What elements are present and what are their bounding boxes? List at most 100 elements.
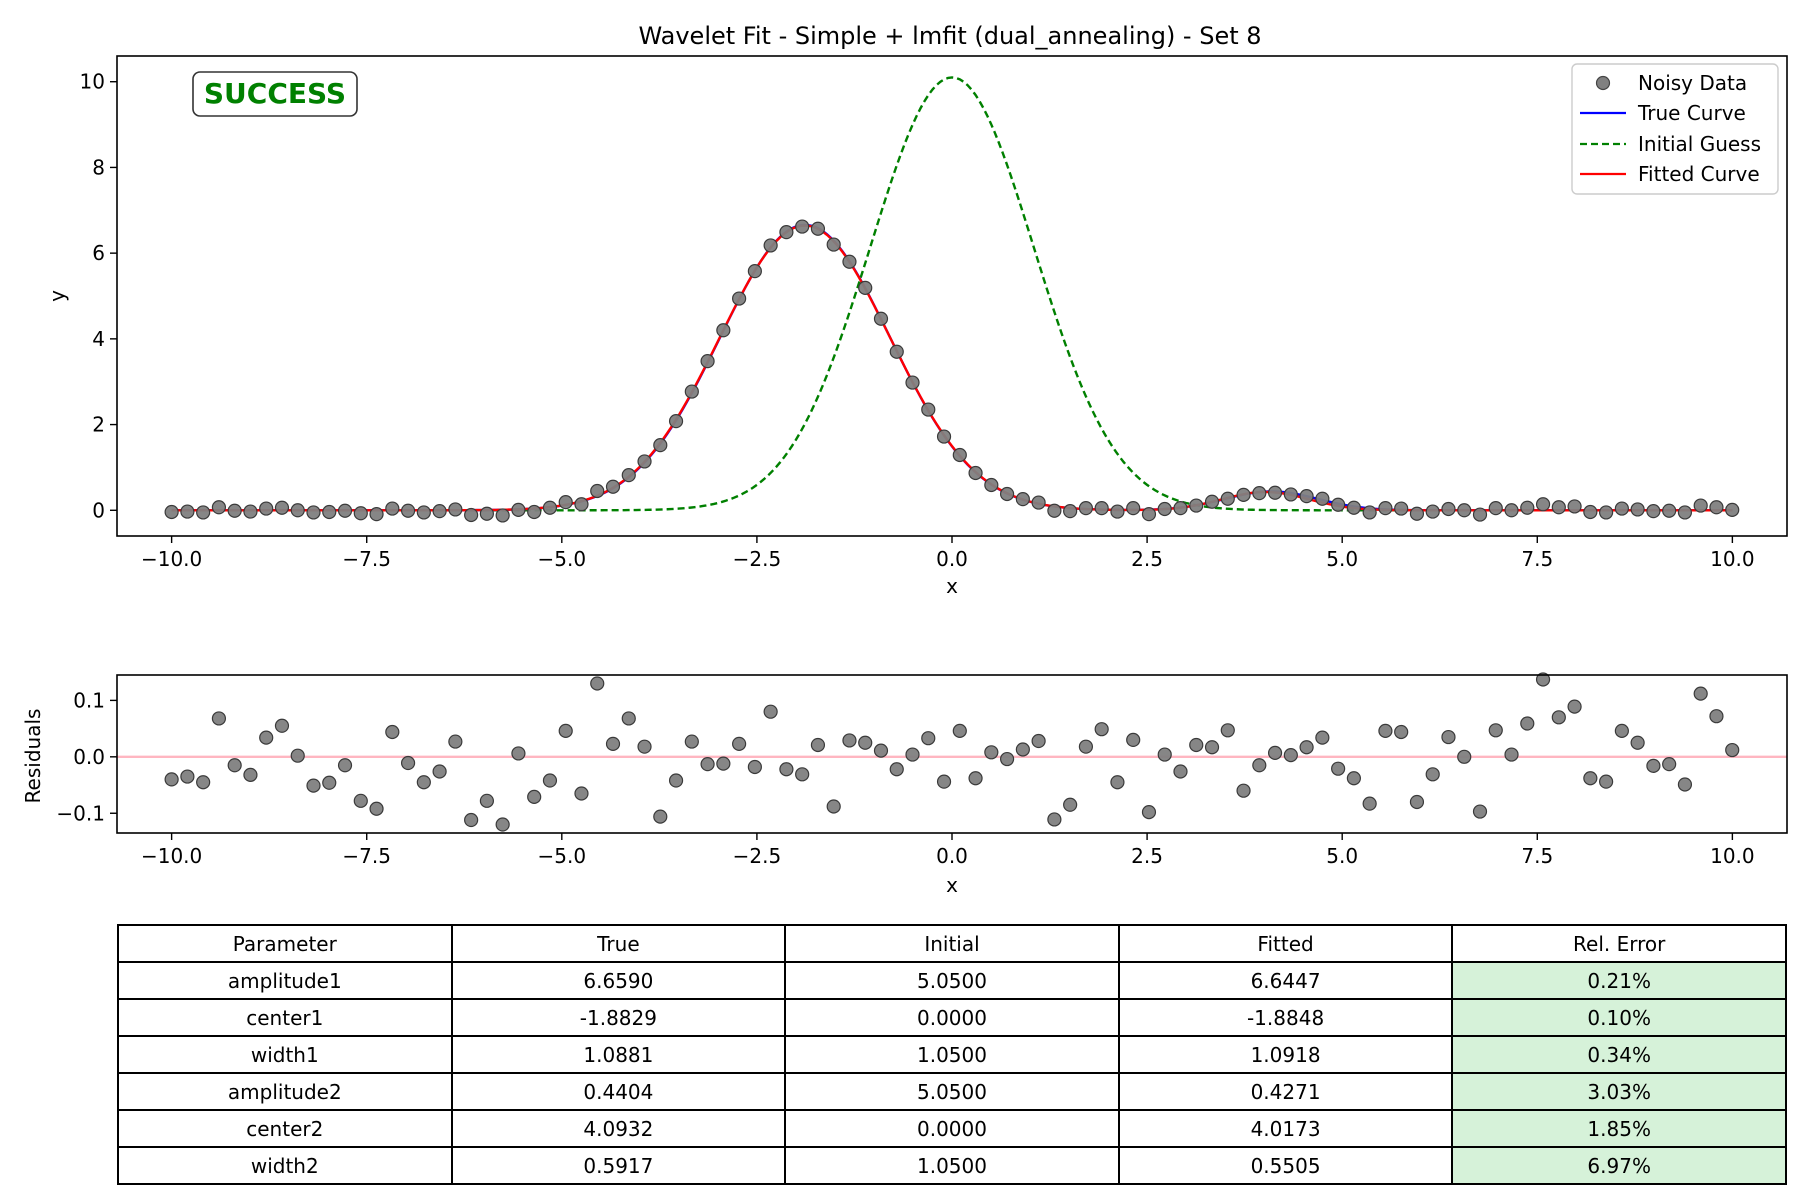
noisy-data-point [1047, 503, 1062, 518]
noisy-data-point [810, 221, 826, 236]
residual-point [1362, 796, 1377, 811]
residual-point [999, 751, 1015, 767]
x-tick-label: 0.0 [936, 844, 968, 868]
residual-point [732, 736, 747, 751]
residual-point [1677, 777, 1693, 792]
noisy-data-point [1614, 501, 1629, 516]
noisy-data-point [700, 354, 715, 369]
true-curve-line [171, 223, 1733, 512]
table-cell-rel-error: 0.21% [1451, 961, 1787, 1000]
table-cell-fitted: -1.8848 [1117, 998, 1454, 1037]
residual-point [653, 809, 668, 824]
noisy-data-point [1141, 507, 1157, 522]
table-cell-parameter: width2 [117, 1146, 453, 1185]
table-cell-true: 4.0932 [450, 1109, 787, 1148]
residual-point [1409, 794, 1425, 810]
y-tick-label: 2 [92, 413, 105, 437]
residual-point [1583, 771, 1598, 786]
noisy-data-point [1551, 500, 1566, 515]
table-header-cell: Initial [784, 924, 1120, 963]
residual-point [1378, 723, 1393, 738]
residual-point [1126, 732, 1141, 747]
residual-point [1204, 740, 1220, 755]
x-tick-label: −7.5 [342, 844, 391, 868]
residual-point [1031, 733, 1046, 749]
residual-point [1252, 758, 1267, 773]
residual-point [164, 772, 179, 787]
y-tick-label: 0.0 [73, 745, 105, 769]
residual-point [448, 734, 463, 749]
residuals-plot-frame [116, 674, 1788, 834]
noisy-data-point [1472, 507, 1488, 522]
residual-point [1551, 710, 1566, 725]
x-tick-label: 5.0 [1326, 547, 1358, 571]
noisy-data-point [1630, 502, 1645, 517]
noisy-data-point [952, 447, 967, 463]
noisy-data-point [1677, 505, 1693, 520]
table-row: amplitude2 0.4404 5.0500 0.4271 3.03% [117, 1072, 1787, 1111]
residual-point [1441, 729, 1456, 745]
residual-point [889, 762, 904, 777]
residuals-y-axis-label: Residuals [21, 709, 45, 804]
noisy-data-point [432, 504, 447, 519]
residual-point [842, 733, 857, 748]
residual-point [590, 676, 605, 691]
table-row: center1 -1.8829 0.0000 -1.8848 0.10% [117, 998, 1787, 1037]
table-cell-rel-error: 0.34% [1451, 1035, 1787, 1074]
x-tick-label: 0.0 [936, 547, 968, 571]
noisy-data-point [1063, 504, 1078, 519]
noisy-data-point [1346, 500, 1361, 515]
table-cell-initial: 0.0000 [784, 1109, 1120, 1148]
residual-point [290, 748, 305, 763]
noisy-data-point [180, 504, 195, 519]
table-header-cell: Fitted [1117, 924, 1454, 963]
residual-point [1488, 723, 1503, 738]
table-cell-parameter: width1 [117, 1035, 453, 1074]
noisy-data-point [889, 344, 904, 359]
table-row: width1 1.0881 1.0500 1.0918 0.34% [117, 1035, 1787, 1074]
noisy-data-point [1283, 487, 1298, 502]
table-cell-rel-error: 1.85% [1451, 1109, 1787, 1148]
table-cell-fitted: 4.0173 [1117, 1109, 1454, 1148]
residual-point [952, 723, 967, 738]
table-cell-fitted: 0.5505 [1117, 1146, 1454, 1185]
noisy-data-point [1441, 501, 1456, 517]
residual-point [1094, 722, 1109, 737]
noisy-data-point [984, 477, 999, 493]
noisy-data-point [1362, 505, 1377, 520]
legend-label-fitted: Fitted Curve [1638, 162, 1760, 186]
main-plot-frame [116, 55, 1788, 537]
noisy-data-point [999, 486, 1015, 502]
residual-point [1725, 742, 1740, 758]
noisy-data-point [1110, 504, 1125, 519]
residual-point [1015, 742, 1030, 757]
noisy-data-point [164, 504, 179, 520]
noisy-data-point [259, 501, 274, 516]
noisy-data-point [196, 505, 211, 520]
table-header-cell: Parameter [117, 924, 453, 963]
noisy-data-point [921, 402, 936, 417]
legend-label-initial: Initial Guess [1638, 132, 1761, 156]
noisy-data-point [353, 506, 368, 521]
residual-point [1173, 764, 1188, 779]
y-tick-label: 4 [92, 327, 105, 351]
residual-point [1457, 749, 1472, 764]
noisy-data-point [527, 504, 542, 520]
x-tick-label: 5.0 [1326, 844, 1358, 868]
residual-point [1520, 716, 1535, 731]
noisy-data-point [1157, 501, 1172, 517]
y-tick-label: −0.1 [56, 801, 105, 825]
noisy-data-point [653, 438, 668, 453]
residual-point [1346, 771, 1361, 786]
residual-point [795, 767, 810, 782]
residual-point [921, 731, 936, 746]
residuals-x-axis-label: x [946, 873, 958, 897]
noisy-data-point [1646, 504, 1661, 519]
residual-point [1535, 672, 1551, 687]
noisy-data-point [211, 500, 227, 515]
noisy-data-point [1709, 500, 1724, 515]
table-cell-true: 0.5917 [450, 1146, 787, 1185]
noisy-data-point [400, 503, 416, 518]
residual-point [763, 704, 778, 719]
